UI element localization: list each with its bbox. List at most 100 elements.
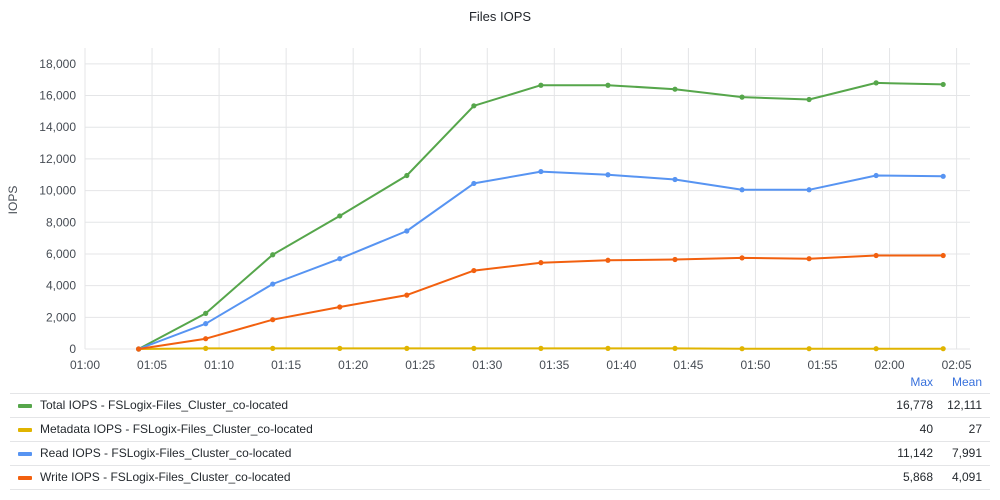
x-tick-label: 02:05: [942, 358, 972, 372]
series-total-iops: [136, 80, 946, 352]
data-point[interactable]: [940, 252, 946, 259]
data-point[interactable]: [203, 336, 209, 342]
data-point[interactable]: [873, 172, 879, 179]
legend-row-read-iops[interactable]: Read IOPS - FSLogix-Files_Cluster_co-loc…: [10, 441, 990, 465]
y-tick-label: 6,000: [46, 247, 76, 261]
data-point[interactable]: [270, 317, 276, 323]
data-point[interactable]: [270, 345, 276, 351]
data-point[interactable]: [471, 267, 477, 274]
data-point[interactable]: [672, 256, 678, 263]
data-point[interactable]: [471, 345, 477, 351]
data-point[interactable]: [404, 292, 410, 298]
series-lines: [136, 80, 946, 352]
data-point[interactable]: [404, 172, 410, 179]
y-tick-label: 0: [69, 342, 76, 356]
data-point[interactable]: [538, 345, 544, 351]
y-tick-label: 14,000: [39, 120, 76, 134]
data-point[interactable]: [337, 256, 343, 262]
x-tick-label: 01:20: [338, 358, 368, 372]
legend-max-header[interactable]: Max: [910, 375, 933, 389]
legend-mean-value: 27: [968, 422, 982, 436]
x-axis-ticks: 01:00 01:05 01:10 01:15 01:20 01:25 01:30 01:35…: [70, 358, 972, 372]
y-tick-label: 16,000: [39, 89, 76, 103]
legend-mean-value: 7,991: [951, 446, 982, 460]
data-point[interactable]: [739, 187, 745, 193]
data-point[interactable]: [739, 94, 745, 100]
data-point[interactable]: [605, 257, 611, 263]
data-point[interactable]: [538, 82, 544, 88]
data-point[interactable]: [538, 168, 544, 175]
legend-series-name[interactable]: Metadata IOPS - FSLogix-Files_Cluster_co…: [40, 422, 313, 436]
x-tick-label: 01:45: [673, 358, 703, 372]
data-point[interactable]: [940, 173, 946, 179]
legend-mean-header[interactable]: Mean: [951, 375, 982, 389]
data-point[interactable]: [806, 346, 812, 352]
data-point[interactable]: [136, 346, 142, 352]
data-point[interactable]: [203, 310, 209, 316]
data-point[interactable]: [806, 187, 812, 193]
legend-row-metadata-iops[interactable]: Metadata IOPS - FSLogix-Files_Cluster_co…: [10, 417, 990, 441]
x-tick-label: 01:50: [740, 358, 770, 372]
legend-series-name[interactable]: Read IOPS - FSLogix-Files_Cluster_co-loc…: [40, 446, 292, 460]
y-tick-label: 8,000: [46, 215, 76, 229]
data-point[interactable]: [672, 86, 678, 92]
data-point[interactable]: [739, 255, 745, 261]
grid: [84, 48, 970, 350]
legend-max-value: 11,142: [897, 446, 933, 460]
legend-swatch-total-iops: [18, 404, 32, 408]
data-point[interactable]: [337, 345, 343, 351]
data-point[interactable]: [337, 304, 343, 310]
data-point[interactable]: [940, 81, 946, 88]
series-metadata-iops: [136, 345, 946, 352]
legend-swatch-read-iops: [18, 452, 32, 456]
legend-header: Max Mean: [10, 373, 990, 393]
x-tick-label: 01:00: [70, 358, 100, 372]
data-point[interactable]: [203, 321, 209, 327]
data-point[interactable]: [873, 346, 879, 352]
data-point[interactable]: [739, 346, 745, 352]
files-iops-chart: Files IOPS IOPS 0 2,000 4,000 6,000 8,000 10,…: [6, 9, 972, 372]
legend-series-name[interactable]: Total IOPS - FSLogix-Files_Cluster_co-lo…: [40, 398, 289, 412]
x-tick-label: 01:35: [539, 358, 569, 372]
legend-max-value: 40: [919, 422, 933, 436]
legend-swatch-write-iops: [18, 476, 32, 480]
x-tick-label: 01:30: [472, 358, 502, 372]
legend-swatch-metadata-iops: [18, 428, 32, 432]
legend-row-total-iops[interactable]: Total IOPS - FSLogix-Files_Cluster_co-lo…: [10, 393, 990, 417]
y-tick-label: 10,000: [39, 184, 76, 198]
data-point[interactable]: [873, 252, 879, 259]
data-point[interactable]: [873, 80, 879, 86]
legend-mean-value: 12,111: [947, 398, 982, 412]
y-tick-label: 2,000: [46, 310, 76, 324]
y-axis-ticks: 0 2,000 4,000 6,000 8,000 10,000 12,000 14,000 1…: [39, 57, 76, 356]
y-axis-label: IOPS: [6, 186, 20, 215]
legend-series-name[interactable]: Write IOPS - FSLogix-Files_Cluster_co-lo…: [40, 470, 291, 484]
data-point[interactable]: [404, 345, 410, 351]
x-tick-label: 01:15: [271, 358, 301, 372]
x-tick-label: 01:10: [204, 358, 234, 372]
data-point[interactable]: [270, 281, 276, 287]
legend-max-value: 16,778: [896, 398, 933, 412]
data-point[interactable]: [605, 172, 611, 178]
x-tick-label: 01:05: [137, 358, 167, 372]
data-point[interactable]: [806, 256, 812, 262]
data-point[interactable]: [337, 213, 343, 219]
x-tick-label: 02:00: [875, 358, 905, 372]
data-point[interactable]: [672, 176, 678, 183]
data-point[interactable]: [538, 260, 544, 266]
data-point[interactable]: [270, 252, 276, 258]
data-point[interactable]: [605, 345, 611, 351]
legend-mean-value: 4,091: [951, 470, 982, 484]
data-point[interactable]: [806, 96, 812, 103]
data-point[interactable]: [940, 346, 946, 352]
x-tick-label: 01:25: [405, 358, 435, 372]
data-point[interactable]: [404, 228, 410, 234]
legend-row-write-iops[interactable]: Write IOPS - FSLogix-Files_Cluster_co-lo…: [10, 465, 990, 490]
legend-table: Max Mean Total IOPS - FSLogix-Files_Clus…: [10, 373, 990, 490]
legend-max-value: 5,868: [902, 470, 933, 484]
data-point[interactable]: [605, 82, 611, 88]
data-point[interactable]: [672, 345, 678, 351]
data-point[interactable]: [471, 103, 477, 109]
data-point[interactable]: [203, 345, 209, 351]
data-point[interactable]: [471, 180, 477, 187]
